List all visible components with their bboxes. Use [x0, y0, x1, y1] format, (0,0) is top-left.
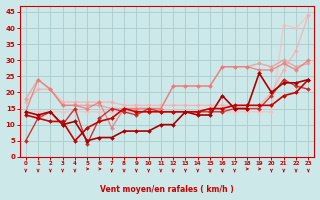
X-axis label: Vent moyen/en rafales ( km/h ): Vent moyen/en rafales ( km/h ) [100, 185, 234, 194]
